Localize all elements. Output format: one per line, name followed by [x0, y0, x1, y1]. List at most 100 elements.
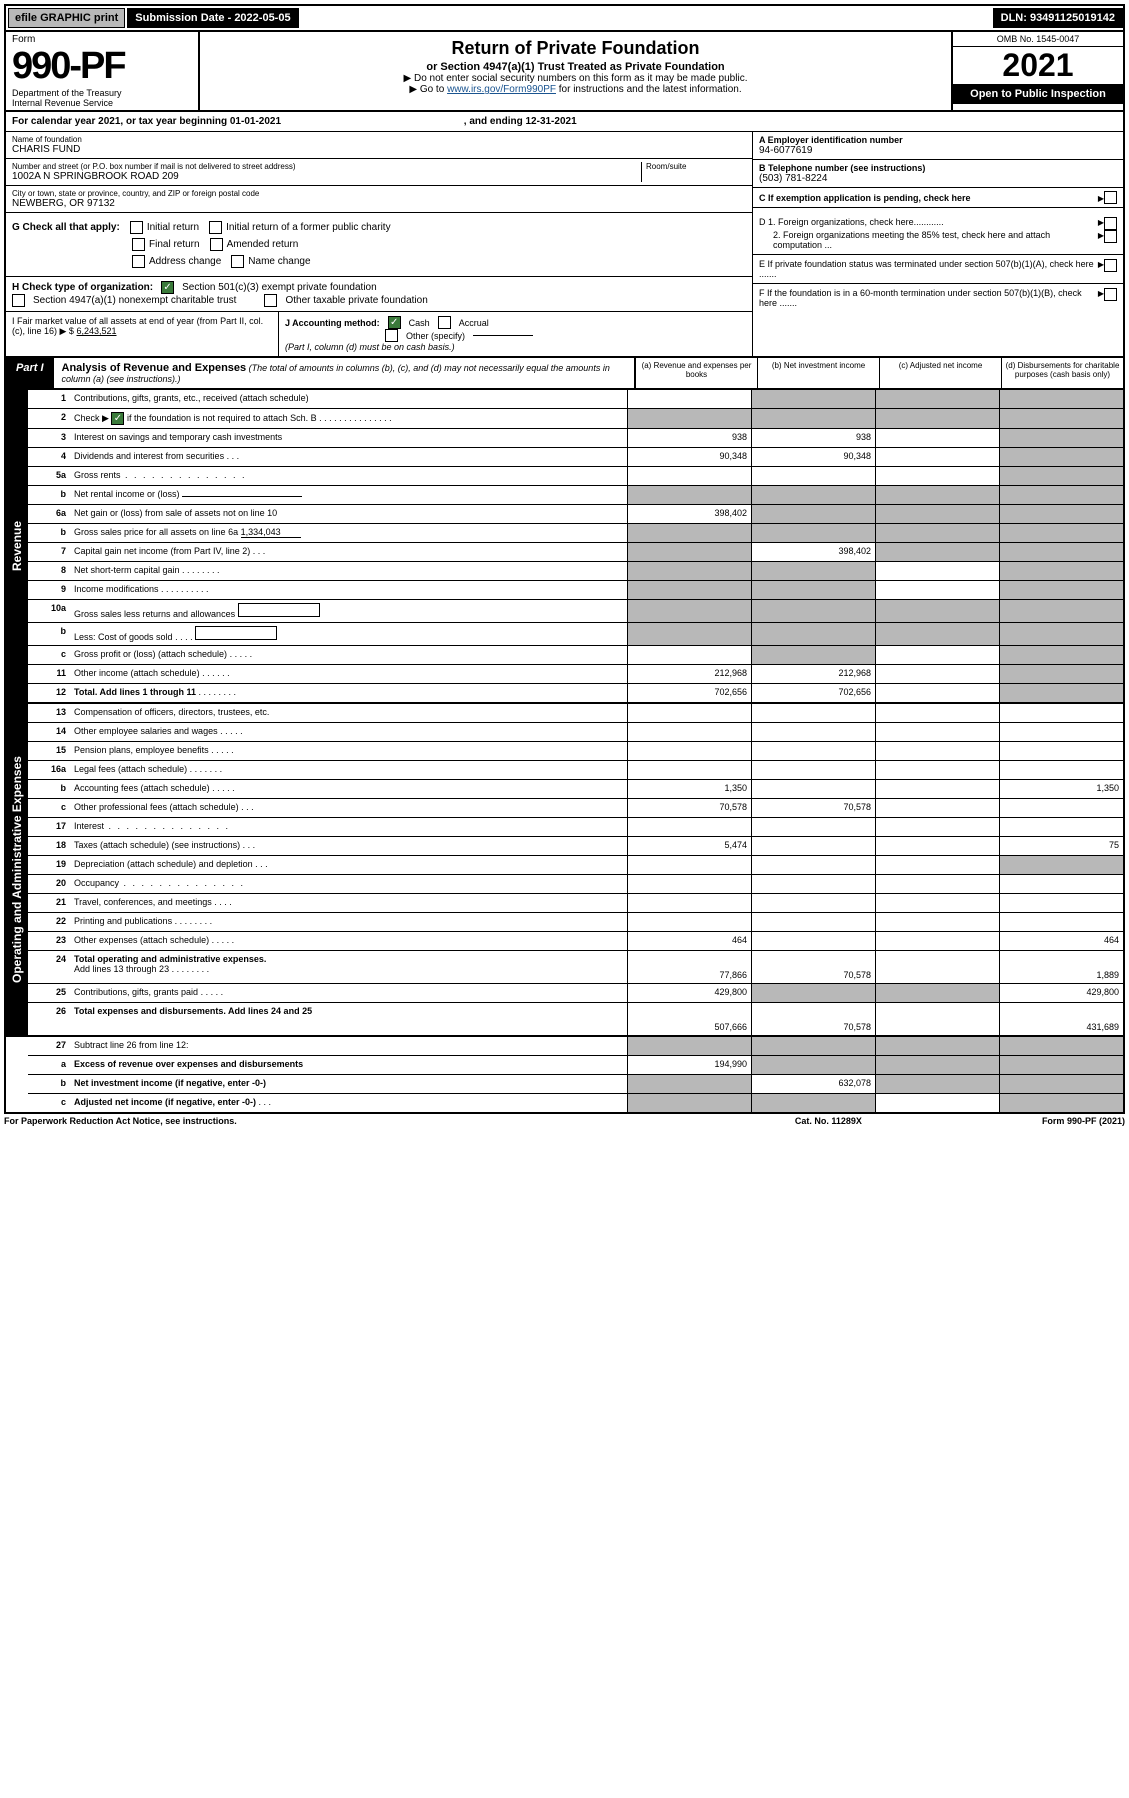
- g-label: G Check all that apply:: [12, 222, 120, 233]
- expenses-table: Operating and Administrative Expenses 13…: [4, 704, 1125, 1037]
- row-27c: Adjusted net income (if negative, enter …: [70, 1094, 627, 1112]
- ein-label: A Employer identification number: [759, 135, 1117, 145]
- row-17: Interest: [70, 818, 627, 836]
- checkbox-d2[interactable]: [1104, 230, 1117, 243]
- row-19: Depreciation (attach schedule) and deple…: [70, 856, 627, 874]
- part-1-label: Part I: [6, 358, 54, 388]
- dept-label: Department of the Treasury: [12, 88, 192, 98]
- checkbox-address-change[interactable]: [132, 255, 145, 268]
- checkbox-e[interactable]: [1104, 259, 1117, 272]
- section-i-j: I Fair market value of all assets at end…: [6, 312, 752, 356]
- col-b-header: (b) Net investment income: [757, 358, 879, 388]
- checkbox-initial[interactable]: [130, 221, 143, 234]
- header-right: OMB No. 1545-0047 2021 Open to Public In…: [951, 32, 1123, 110]
- checkbox-d1[interactable]: [1104, 217, 1117, 230]
- row-14: Other employee salaries and wages . . . …: [70, 723, 627, 741]
- city-label: City or town, state or province, country…: [12, 189, 746, 198]
- checkbox-accrual[interactable]: [438, 316, 451, 329]
- col-a-header: (a) Revenue and expenses per books: [635, 358, 757, 388]
- calendar-year-row: For calendar year 2021, or tax year begi…: [6, 112, 1123, 132]
- section-e: E If private foundation status was termi…: [753, 255, 1123, 284]
- fmv-value: 6,243,521: [76, 326, 116, 336]
- col-d-header: (d) Disbursements for charitable purpose…: [1001, 358, 1123, 388]
- open-public-label: Open to Public Inspection: [953, 84, 1123, 104]
- row-27: Subtract line 26 from line 12:: [70, 1037, 627, 1055]
- row-25: Contributions, gifts, grants paid . . . …: [70, 984, 627, 1002]
- page-footer: For Paperwork Reduction Act Notice, see …: [4, 1114, 1125, 1128]
- row-22: Printing and publications . . . . . . . …: [70, 913, 627, 931]
- checkbox-schb[interactable]: [111, 412, 124, 425]
- phone-value: (503) 781-8224: [759, 173, 1117, 184]
- row-10c: Gross profit or (loss) (attach schedule)…: [70, 646, 627, 664]
- row-4: Dividends and interest from securities .…: [70, 448, 627, 466]
- checkbox-cash[interactable]: [388, 316, 401, 329]
- irs-link[interactable]: www.irs.gov/Form990PF: [447, 84, 556, 95]
- row-23: Other expenses (attach schedule) . . . .…: [70, 932, 627, 950]
- line-27-table: 27Subtract line 26 from line 12: aExcess…: [4, 1037, 1125, 1114]
- form-label: Form: [12, 34, 192, 45]
- row-6b: Gross sales price for all assets on line…: [70, 524, 627, 542]
- submission-date: Submission Date - 2022-05-05: [127, 8, 298, 28]
- checkbox-other-taxable[interactable]: [264, 294, 277, 307]
- section-f: F If the foundation is in a 60-month ter…: [753, 284, 1123, 312]
- row-13: Compensation of officers, directors, tru…: [70, 704, 627, 722]
- row-24: Total operating and administrative expen…: [70, 951, 627, 983]
- row-9: Income modifications . . . . . . . . . .: [70, 581, 627, 599]
- row-18: Taxes (attach schedule) (see instruction…: [70, 837, 627, 855]
- row-3: Interest on savings and temporary cash i…: [70, 429, 627, 447]
- foundation-name-label: Name of foundation: [12, 135, 746, 144]
- city-value: NEWBERG, OR 97132: [12, 198, 746, 209]
- expenses-side-label: Operating and Administrative Expenses: [6, 704, 28, 1035]
- checkbox-f[interactable]: [1104, 288, 1117, 301]
- row-26: Total expenses and disbursements. Add li…: [70, 1003, 627, 1035]
- phone-label: B Telephone number (see instructions): [759, 163, 1117, 173]
- cat-no: Cat. No. 11289X: [795, 1116, 862, 1126]
- section-g: G Check all that apply: Initial return I…: [6, 213, 752, 277]
- checkbox-initial-former[interactable]: [209, 221, 222, 234]
- info-section: For calendar year 2021, or tax year begi…: [4, 112, 1125, 358]
- form-title: Return of Private Foundation: [204, 38, 947, 59]
- row-16b: Accounting fees (attach schedule) . . . …: [70, 780, 627, 798]
- row-2: Check ▶ if the foundation is not require…: [70, 409, 627, 428]
- row-1: Contributions, gifts, grants, etc., rece…: [70, 390, 627, 408]
- i-label: I Fair market value of all assets at end…: [12, 316, 263, 336]
- row-5a: Gross rents: [70, 467, 627, 485]
- checkbox-amended[interactable]: [210, 238, 223, 251]
- cash-basis-note: (Part I, column (d) must be on cash basi…: [285, 342, 746, 352]
- row-10a: Gross sales less returns and allowances: [70, 600, 627, 622]
- form-subtitle: or Section 4947(a)(1) Trust Treated as P…: [204, 61, 947, 73]
- section-h: H Check type of organization: Section 50…: [6, 277, 752, 312]
- ein-value: 94-6077619: [759, 145, 1117, 156]
- h-label: H Check type of organization:: [12, 282, 153, 293]
- column-headers: (a) Revenue and expenses per books (b) N…: [634, 358, 1123, 388]
- checkbox-name-change[interactable]: [231, 255, 244, 268]
- checkbox-4947[interactable]: [12, 294, 25, 307]
- tax-year: 2021: [953, 47, 1123, 84]
- row-12: Total. Add lines 1 through 11 . . . . . …: [70, 684, 627, 702]
- row-21: Travel, conferences, and meetings . . . …: [70, 894, 627, 912]
- row-8: Net short-term capital gain . . . . . . …: [70, 562, 627, 580]
- irs-label: Internal Revenue Service: [12, 98, 192, 108]
- checkbox-c[interactable]: [1104, 191, 1117, 204]
- checkbox-other-method[interactable]: [385, 329, 398, 342]
- checkbox-final[interactable]: [132, 238, 145, 251]
- header-center: Return of Private Foundation or Section …: [200, 32, 951, 110]
- address-value: 1002A N SPRINGBROOK ROAD 209: [12, 171, 641, 182]
- header-left: Form 990-PF Department of the Treasury I…: [6, 32, 200, 110]
- part-1-header: Part I Analysis of Revenue and Expenses …: [4, 358, 1125, 390]
- row-7: Capital gain net income (from Part IV, l…: [70, 543, 627, 561]
- row-11: Other income (attach schedule) . . . . .…: [70, 665, 627, 683]
- instruction-2: ▶ Go to www.irs.gov/Form990PF for instru…: [204, 84, 947, 95]
- row-10b: Less: Cost of goods sold . . . .: [70, 623, 627, 645]
- row-15: Pension plans, employee benefits . . . .…: [70, 742, 627, 760]
- org-info-left: Name of foundation CHARIS FUND Number an…: [6, 132, 752, 213]
- col-c-header: (c) Adjusted net income: [879, 358, 1001, 388]
- checkbox-501c3[interactable]: [161, 281, 174, 294]
- omb-number: OMB No. 1545-0047: [953, 32, 1123, 47]
- part-1-title: Analysis of Revenue and Expenses (The to…: [54, 358, 634, 388]
- section-c-label: C If exemption application is pending, c…: [759, 193, 1098, 203]
- row-27b: Net investment income (if negative, ente…: [70, 1075, 627, 1093]
- efile-print-button[interactable]: efile GRAPHIC print: [8, 8, 125, 28]
- row-20: Occupancy: [70, 875, 627, 893]
- row-16a: Legal fees (attach schedule) . . . . . .…: [70, 761, 627, 779]
